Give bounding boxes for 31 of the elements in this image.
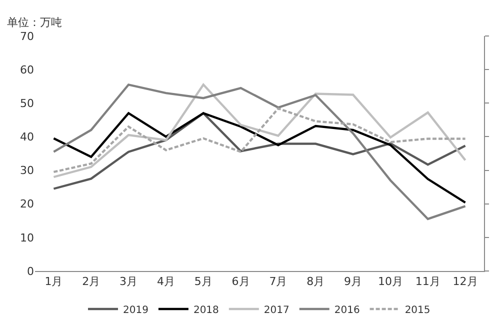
x-tick-label: 12月: [452, 275, 478, 288]
x-tick-label: 5月: [194, 275, 212, 288]
x-tick-label: 10月: [378, 275, 403, 288]
x-tick-label: 9月: [344, 275, 362, 288]
y-tick-label: 70: [20, 30, 34, 43]
y-tick-label: 20: [20, 198, 34, 211]
legend-label: 2018: [193, 304, 219, 316]
y-axis-title: 单位：万吨: [7, 16, 62, 29]
x-tick-label: 2月: [82, 275, 100, 288]
line-series: [52, 112, 466, 190]
x-tick-label: 3月: [120, 275, 138, 288]
line-series: [52, 84, 466, 178]
y-tick-label: 60: [20, 63, 34, 76]
line-series: [52, 84, 466, 220]
legend-label: 2016: [334, 304, 360, 316]
x-tick-label: 1月: [44, 275, 63, 288]
line-series: [52, 107, 466, 174]
y-tick-label: 0: [27, 264, 34, 278]
legend-label: 2017: [264, 304, 290, 316]
x-tick-label: 11月: [415, 275, 440, 288]
x-tick-label: 4月: [156, 275, 175, 288]
x-tick-label: 6月: [232, 275, 250, 288]
legend-label: 2019: [123, 304, 148, 316]
x-tick-label: 8月: [306, 275, 325, 288]
y-tick-label: 10: [20, 231, 34, 244]
y-tick-label: 40: [20, 130, 34, 144]
legend-label: 2015: [404, 304, 430, 316]
y-tick-label: 30: [20, 164, 34, 178]
x-tick-label: 7月: [269, 275, 288, 288]
y-tick-label: 50: [20, 96, 34, 110]
line-series: [52, 112, 466, 204]
